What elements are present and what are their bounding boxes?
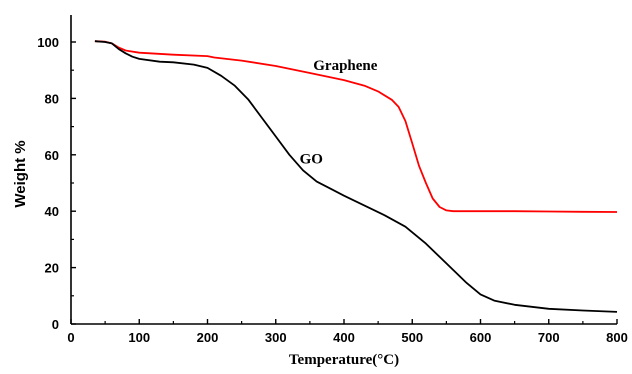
x-tick-label: 600 [470,330,492,345]
series-line-graphene [94,40,618,213]
x-tick-label: 800 [606,330,628,345]
x-tick-label: 300 [265,330,287,345]
y-tick-label: 0 [52,317,59,332]
y-tick-label: 60 [45,148,59,163]
series-group [94,40,618,313]
x-tick-label: 400 [333,330,355,345]
x-tick-label: 100 [128,330,150,345]
x-tick-label: 200 [197,330,219,345]
ticks: 0 100 200 300 400 500 600 700 800 0 20 40 60 80 100 [37,35,628,345]
x-axis-title: Temperature(°C) [289,352,399,368]
series-line-go [94,40,618,313]
x-tick-label: 500 [401,330,423,345]
y-tick-label: 20 [45,261,59,276]
annotations: Graphene GO [300,58,378,167]
y-tick-label: 40 [45,204,59,219]
y-tick-label: 80 [45,91,59,106]
annotation-graphene: Graphene [313,58,378,74]
x-tick-label: 700 [538,330,560,345]
y-axis-title: Weight % [12,140,29,207]
annotation-go: GO [300,151,323,167]
x-tick-label: 0 [67,330,74,345]
y-tick-label: 100 [37,35,59,50]
